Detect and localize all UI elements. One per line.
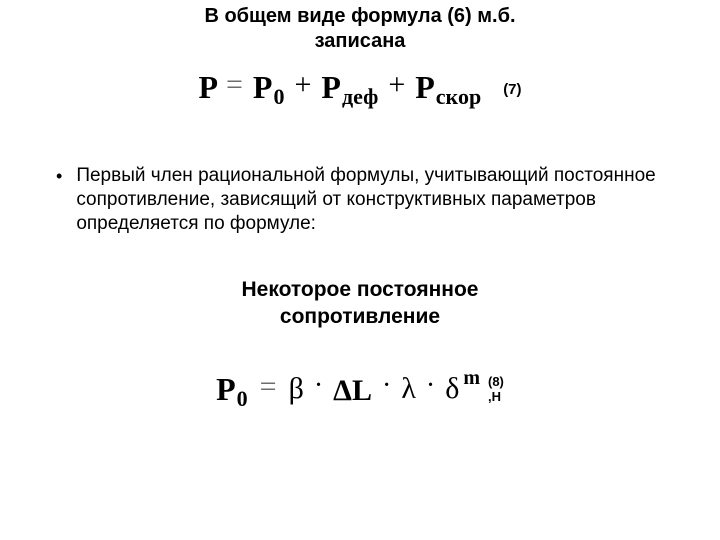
heading-general-form: В общем виде формула (6) м.б. записана xyxy=(140,0,580,54)
f8-dot-1: · xyxy=(304,370,333,408)
f8-equals: = xyxy=(248,370,289,408)
f7-plus-2: + xyxy=(378,68,415,106)
f8-dot-3: · xyxy=(416,370,445,408)
f8-lhs-sub0: 0 xyxy=(237,386,248,412)
bullet-marker: • xyxy=(52,164,76,188)
f7-term1-sub0: 0 xyxy=(273,84,284,110)
f7-equals: = xyxy=(218,68,253,106)
heading1-line2: записана xyxy=(315,30,406,52)
f8-eqnum-line2: ,Н xyxy=(488,389,501,404)
f7-lhs-P: P xyxy=(198,69,218,106)
f7-term1-P: P xyxy=(253,69,273,106)
bullet-paragraph: • Первый член рациональной формулы, учит… xyxy=(52,164,660,235)
f7-term2-P: P xyxy=(321,69,341,106)
heading2-line2: сопротивление xyxy=(280,305,440,328)
formula-8: P 0 = β · ΔL · λ · δ m xyxy=(216,370,480,408)
f8-L: L xyxy=(352,374,372,408)
f7-term2-sub-def: деф xyxy=(342,84,378,110)
f8-delta: δ xyxy=(445,372,459,408)
heading-constant-resistance: Некоторое постоянное сопротивление xyxy=(160,277,560,330)
f7-term3-sub-skor: скор xyxy=(436,84,481,110)
formula-7: P = P 0 + P деф + P скор xyxy=(198,68,481,106)
formula-7-row: P = P 0 + P деф + P скор (7) xyxy=(0,68,720,106)
f8-Delta: Δ xyxy=(333,374,352,408)
f7-plus-1: + xyxy=(284,68,321,106)
f8-eqnum-line1: (8) xyxy=(488,374,504,389)
heading1-line1: В общем виде формула (6) м.б. xyxy=(204,5,515,27)
f8-dot-2: · xyxy=(372,370,401,408)
formula-8-row: P 0 = β · ΔL · λ · δ m (8) ,Н xyxy=(0,370,720,408)
f8-lhs-P: P xyxy=(216,371,236,408)
f7-term3-P: P xyxy=(415,69,435,106)
heading2-line1: Некоторое постоянное xyxy=(242,278,479,301)
f8-exp-m: m xyxy=(463,367,480,390)
formula-7-number: (7) xyxy=(503,77,521,98)
bullet-item: • Первый член рациональной формулы, учит… xyxy=(52,164,660,235)
f8-beta: β xyxy=(289,372,304,408)
bullet-text: Первый член рациональной формулы, учитыв… xyxy=(76,164,660,235)
f8-lambda: λ xyxy=(401,372,416,408)
formula-8-number: (8) ,Н xyxy=(488,373,504,404)
